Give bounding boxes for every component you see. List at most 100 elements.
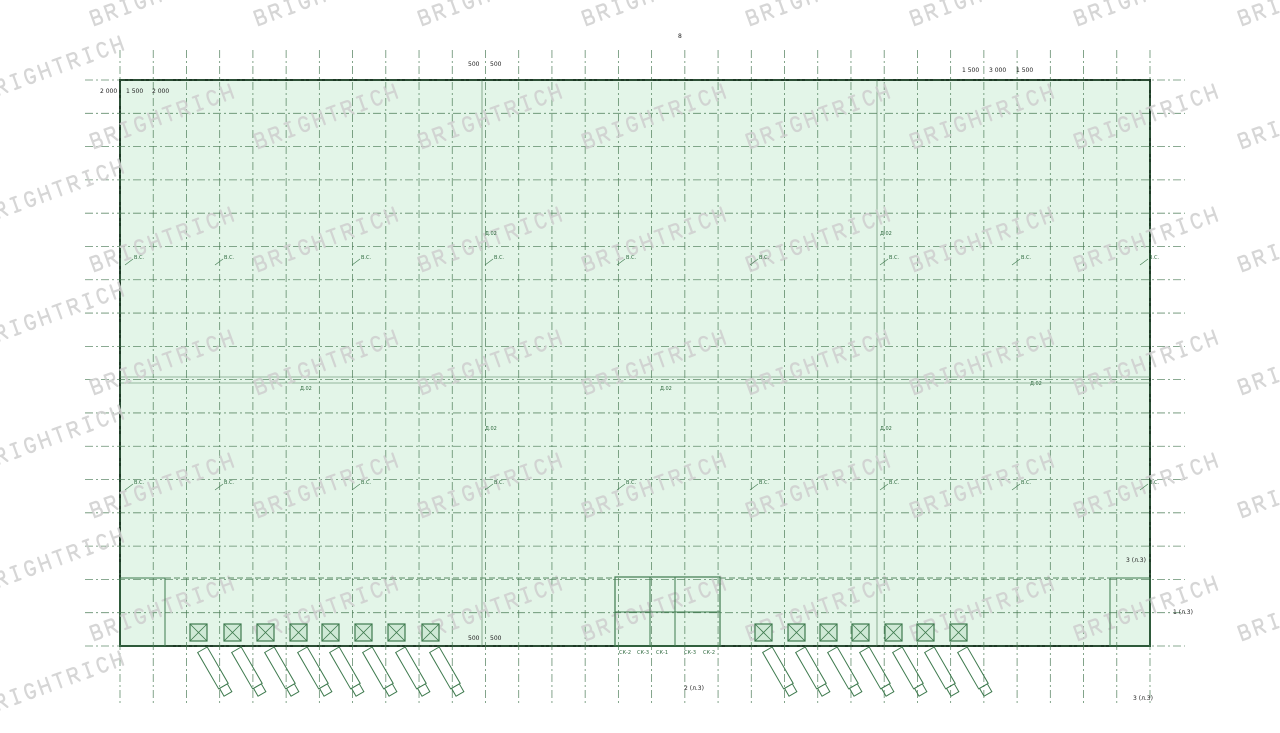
watermark-logo <box>909 206 1055 273</box>
watermark-glyph <box>667 222 683 241</box>
watermark-glyph <box>65 420 81 439</box>
dock-leveler-cross <box>819 623 838 642</box>
corner-room-left <box>119 577 166 647</box>
watermark-glyph <box>789 608 803 625</box>
watermark-glyph <box>23 560 37 577</box>
watermark-glyph <box>1145 596 1157 614</box>
watermark-glyph <box>966 109 982 129</box>
room-label: СК-1 <box>656 650 668 656</box>
watermark-glyph <box>23 314 37 331</box>
watermark-glyph <box>474 109 490 129</box>
watermark-glyph <box>789 0 803 10</box>
watermark-logo <box>417 206 563 273</box>
watermark-glyph <box>1117 116 1131 133</box>
truck-cab <box>913 683 928 697</box>
watermark-glyph <box>966 0 982 6</box>
watermark-glyph <box>611 120 624 139</box>
watermark-glyph <box>745 377 760 396</box>
truck-outline <box>794 646 831 697</box>
watermark-glyph <box>745 8 760 27</box>
watermark-glyph <box>283 243 296 262</box>
truck-outline <box>826 646 863 697</box>
watermark-glyph <box>9 441 22 460</box>
watermark-glyph <box>1011 217 1024 235</box>
watermark-logo <box>253 452 399 519</box>
watermark-glyph <box>81 661 94 679</box>
watermark-glyph <box>711 83 727 102</box>
watermark-glyph <box>339 591 355 610</box>
watermark-glyph <box>1130 109 1146 129</box>
dim-top-mid-2: 500 <box>490 61 502 68</box>
section-mark-4: 3 (л.3) <box>1126 557 1146 564</box>
watermark-glyph <box>875 329 891 348</box>
watermark-glyph <box>1103 120 1116 139</box>
watermark-glyph <box>1087 495 1103 513</box>
watermark-glyph <box>923 126 939 144</box>
watermark-glyph <box>355 217 368 235</box>
watermark-glyph <box>175 222 191 241</box>
dock-leveler-cross <box>884 623 903 642</box>
corner-room-right <box>1109 577 1151 647</box>
watermark-glyph <box>489 350 501 368</box>
watermark-logo <box>581 0 654 27</box>
dim-top-left-1: 2 000 <box>100 88 117 95</box>
watermark-logo <box>417 0 490 27</box>
watermark-glyph <box>51 302 63 320</box>
watermark-glyph <box>775 366 788 385</box>
watermark-glyph <box>611 366 624 385</box>
watermark-glyph <box>817 596 829 614</box>
truck-outline <box>394 646 431 697</box>
watermark-glyph <box>759 249 775 267</box>
watermark-glyph <box>253 254 268 273</box>
column-label: В.С. <box>1149 480 1160 486</box>
watermark-glyph <box>1103 243 1116 262</box>
watermark-glyph <box>847 586 860 604</box>
watermark-glyph <box>653 473 665 491</box>
watermark-glyph <box>1117 362 1131 379</box>
watermark-logo <box>0 35 125 96</box>
watermark-glyph <box>1251 126 1267 144</box>
watermark-glyph <box>36 430 52 450</box>
watermark-glyph <box>103 618 119 636</box>
watermark-glyph <box>547 206 563 225</box>
watermark-glyph <box>431 372 447 390</box>
section-mark-2: 2 (л.3) <box>684 685 704 692</box>
truck-cab <box>318 683 333 697</box>
watermark-glyph <box>519 340 532 358</box>
watermark-glyph <box>953 485 967 502</box>
watermark-glyph <box>1087 618 1103 636</box>
watermark-glyph <box>297 239 311 256</box>
watermark-glyph <box>862 335 875 352</box>
watermark-glyph <box>89 377 104 396</box>
column-label: В.С. <box>759 255 770 261</box>
watermark-glyph <box>1073 131 1088 150</box>
watermark-glyph <box>625 0 639 10</box>
dock-leveler-cross <box>421 623 440 642</box>
watermark-glyph <box>96 656 109 673</box>
watermark-glyph <box>383 452 399 471</box>
watermark-glyph <box>36 184 52 204</box>
watermark-glyph <box>1073 254 1088 273</box>
watermark-glyph <box>1251 3 1267 21</box>
watermark-glyph <box>89 254 104 273</box>
watermark-glyph <box>23 437 37 454</box>
watermark-glyph <box>103 249 119 267</box>
truck-cab <box>848 683 863 697</box>
watermark-glyph <box>519 463 532 481</box>
truck-outline <box>428 646 465 697</box>
watermark-glyph <box>638 109 654 129</box>
watermark-glyph <box>175 99 191 118</box>
watermark-logo <box>745 452 891 519</box>
watermark-glyph <box>65 174 81 193</box>
watermark-glyph <box>995 591 1011 610</box>
watermark-logo <box>1073 206 1219 273</box>
watermark-glyph <box>447 489 460 508</box>
watermark-logo <box>745 0 818 27</box>
watermark-glyph <box>1026 581 1039 598</box>
watermark-glyph <box>653 596 665 614</box>
watermark-glyph <box>81 292 94 310</box>
watermark-glyph <box>96 533 109 550</box>
leader-line <box>214 258 224 266</box>
watermark-logo <box>1237 0 1280 27</box>
watermark-glyph <box>283 366 296 385</box>
